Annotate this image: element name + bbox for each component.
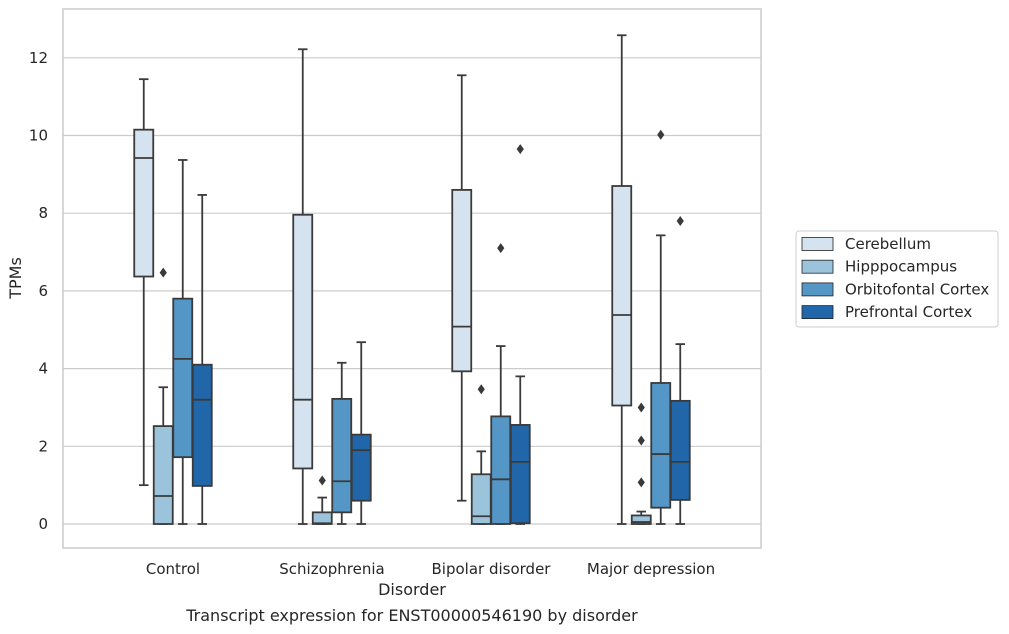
box-prefrontal-cortex (350, 341, 372, 525)
outlier-point (516, 144, 524, 155)
y-tick-label: 2 (38, 437, 48, 455)
figure-caption: Transcript expression for ENST0000054619… (186, 606, 638, 625)
outlier-point (637, 435, 645, 446)
box-orbitofontal-cortex (650, 129, 672, 525)
x-tick-label: Control (146, 560, 200, 578)
box (611, 185, 633, 407)
legend-swatch (801, 282, 834, 297)
box-hipppocampus (470, 384, 492, 525)
box (350, 433, 372, 502)
box (331, 398, 353, 514)
x-axis-title: Disorder (378, 580, 446, 599)
box (172, 297, 194, 459)
box-layer (133, 34, 691, 525)
legend-frame (795, 230, 999, 328)
y-tick-label: 6 (38, 282, 48, 300)
outlier-point (477, 384, 485, 395)
outlier-point (159, 267, 167, 278)
y-tick-label: 4 (38, 360, 48, 378)
box-prefrontal-cortex (191, 194, 213, 525)
outlier-point (637, 402, 645, 413)
y-tick-label: 8 (38, 204, 48, 222)
x-tick-label: Bipolar disorder (432, 560, 552, 578)
legend-label: Prefrontal Cortex (845, 303, 972, 321)
y-tick-label: 10 (29, 127, 48, 145)
box-hipppocampus (152, 267, 174, 525)
legend-label: Orbitofontal Cortex (845, 280, 989, 298)
box (630, 514, 652, 525)
box-cerebellum (133, 78, 155, 487)
box-orbitofontal-cortex (331, 361, 353, 525)
box (669, 399, 691, 501)
x-tick-label: Major depression (587, 560, 715, 578)
legend-swatch (801, 259, 834, 274)
y-tick-label: 0 (38, 515, 48, 533)
box (311, 511, 333, 525)
box (490, 415, 512, 525)
box (152, 425, 174, 525)
box (191, 363, 213, 487)
box-orbitofontal-cortex (490, 243, 512, 525)
box-prefrontal-cortex (669, 215, 691, 525)
box-prefrontal-cortex (509, 144, 531, 525)
outlier-point (637, 477, 645, 488)
box-cerebellum (451, 74, 473, 502)
x-tick-label: Schizophrenia (279, 560, 384, 578)
y-axis-title: TPMs (6, 257, 25, 300)
box (292, 213, 314, 470)
box (509, 424, 531, 525)
y-tick-label: 12 (29, 49, 48, 67)
box-hipppocampus (630, 402, 652, 525)
box-orbitofontal-cortex (172, 159, 194, 525)
outlier-point (497, 243, 505, 254)
outlier-point (657, 129, 665, 140)
box-hipppocampus (311, 475, 333, 525)
outlier-point (318, 475, 326, 486)
box (133, 128, 155, 278)
box-cerebellum (292, 48, 314, 525)
legend-swatch (801, 305, 834, 320)
box-cerebellum (611, 34, 633, 525)
box (650, 382, 672, 509)
legend-label: Hipppocampus (845, 258, 957, 276)
outlier-point (676, 215, 684, 226)
plot-area-frame (62, 8, 762, 549)
legend-swatch (801, 237, 834, 251)
tick-labels: 0 2 4 6 8 10 12 Control Schizophrenia Bipolar dis… (29, 49, 715, 578)
box (451, 188, 473, 373)
legend: Cerebellum Hipppocampus Orbitofontal Corte… (795, 230, 999, 328)
legend-label: Cerebellum (845, 235, 931, 253)
